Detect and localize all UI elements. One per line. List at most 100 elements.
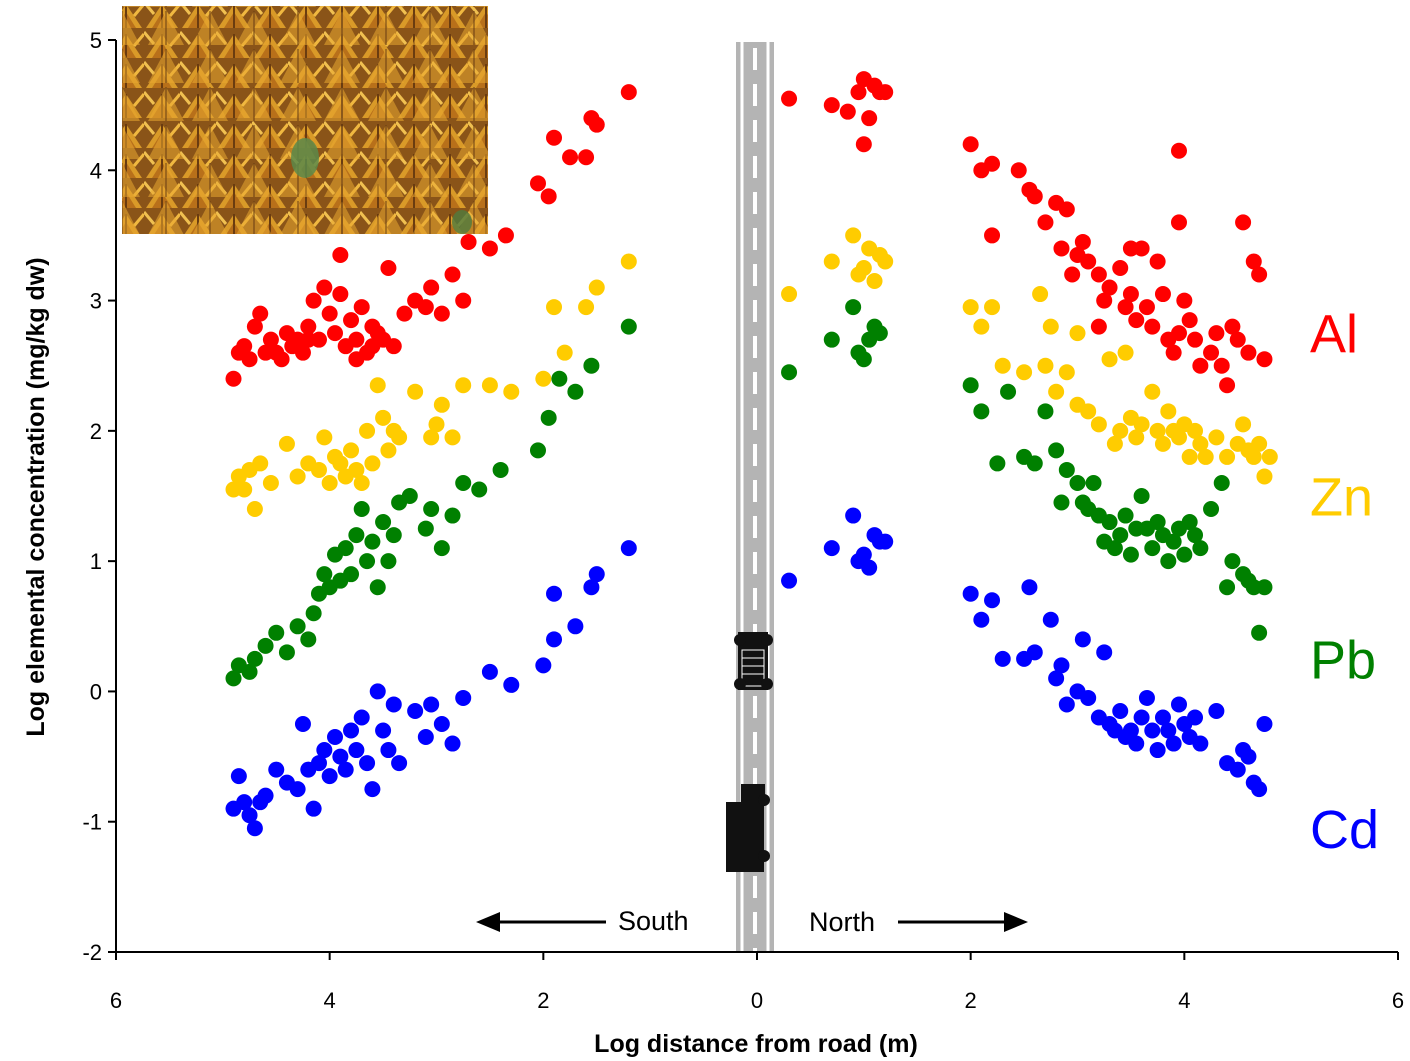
data-point xyxy=(1074,233,1091,250)
data-point xyxy=(1187,527,1204,544)
data-point xyxy=(1101,279,1118,296)
data-point xyxy=(1219,448,1236,465)
data-point xyxy=(444,735,461,752)
data-point xyxy=(556,344,573,361)
data-point xyxy=(845,227,862,244)
data-point xyxy=(1170,696,1187,713)
data-point xyxy=(583,579,600,596)
data-point xyxy=(1192,357,1209,374)
data-point xyxy=(1181,514,1198,531)
data-point xyxy=(781,90,798,107)
data-point xyxy=(236,338,253,355)
data-point xyxy=(1053,240,1070,257)
data-point xyxy=(1251,624,1268,641)
data-point xyxy=(1138,689,1155,706)
data-point xyxy=(385,527,402,544)
data-point xyxy=(385,696,402,713)
y-tick-label: -2 xyxy=(82,940,102,965)
data-point xyxy=(562,149,579,166)
data-point xyxy=(567,618,584,635)
data-point xyxy=(1090,318,1107,335)
data-point xyxy=(1154,286,1171,303)
data-point xyxy=(1122,240,1139,257)
data-point xyxy=(401,488,418,504)
data-point xyxy=(364,533,381,550)
data-point xyxy=(1192,435,1209,452)
data-point xyxy=(1149,422,1166,439)
series-zn xyxy=(225,227,1278,518)
data-point xyxy=(268,624,285,641)
data-point xyxy=(444,266,461,283)
data-point xyxy=(781,572,798,589)
data-point xyxy=(1160,722,1177,739)
data-point xyxy=(1133,709,1150,726)
data-point xyxy=(332,246,349,263)
data-point xyxy=(289,468,306,485)
data-point xyxy=(855,136,872,153)
data-point xyxy=(1245,253,1262,270)
data-point xyxy=(1144,318,1161,335)
moss-photo xyxy=(122,6,488,234)
data-point xyxy=(1058,461,1075,478)
data-point xyxy=(962,136,979,153)
data-point xyxy=(1144,540,1161,557)
data-point xyxy=(359,553,376,570)
arrow-left-icon xyxy=(476,912,500,932)
data-point xyxy=(1219,377,1236,394)
data-point xyxy=(877,533,894,550)
data-point xyxy=(278,435,295,452)
data-point xyxy=(1251,266,1268,283)
data-point xyxy=(300,631,317,648)
series-label-cd: Cd xyxy=(1310,800,1379,860)
data-point xyxy=(540,188,557,205)
data-point xyxy=(455,689,472,706)
data-point xyxy=(1138,299,1155,316)
data-point xyxy=(1117,299,1134,316)
x-tick-label: 2 xyxy=(965,988,977,1013)
data-point xyxy=(551,370,568,387)
data-point xyxy=(262,331,279,348)
data-point xyxy=(1170,429,1187,446)
data-point xyxy=(433,716,450,732)
data-point xyxy=(364,338,381,355)
data-point xyxy=(1144,722,1161,739)
data-point xyxy=(962,299,979,316)
data-point xyxy=(535,657,552,674)
data-point xyxy=(455,377,472,394)
data-point xyxy=(455,292,472,309)
data-point xyxy=(1176,292,1193,309)
data-point xyxy=(241,807,258,824)
data-point xyxy=(1064,266,1081,283)
data-point xyxy=(583,357,600,374)
data-point xyxy=(1112,702,1129,719)
data-point xyxy=(348,461,365,478)
data-point xyxy=(503,676,520,693)
data-point xyxy=(1224,318,1241,335)
data-point xyxy=(1128,312,1145,329)
direction-indicator: South North xyxy=(476,906,1028,937)
data-point xyxy=(481,240,498,257)
data-point xyxy=(877,253,894,270)
data-point xyxy=(417,299,434,316)
data-point xyxy=(1208,702,1225,719)
data-point xyxy=(1187,422,1204,439)
data-point xyxy=(262,474,279,491)
data-point xyxy=(391,429,408,446)
data-point xyxy=(1106,435,1123,452)
data-point xyxy=(1256,579,1273,596)
data-point xyxy=(1187,331,1204,348)
data-point xyxy=(1122,286,1139,303)
data-point xyxy=(300,318,317,335)
x-tick-label: 4 xyxy=(324,988,336,1013)
data-point xyxy=(343,722,360,739)
y-tick-label: -1 xyxy=(82,810,102,835)
data-point xyxy=(337,540,354,557)
data-point xyxy=(994,650,1011,667)
data-point xyxy=(567,383,584,400)
data-point xyxy=(305,800,322,817)
data-point xyxy=(353,709,370,726)
data-point xyxy=(1154,435,1171,452)
data-point xyxy=(823,331,840,348)
data-point xyxy=(369,683,386,700)
series-label-al: Al xyxy=(1310,305,1358,365)
